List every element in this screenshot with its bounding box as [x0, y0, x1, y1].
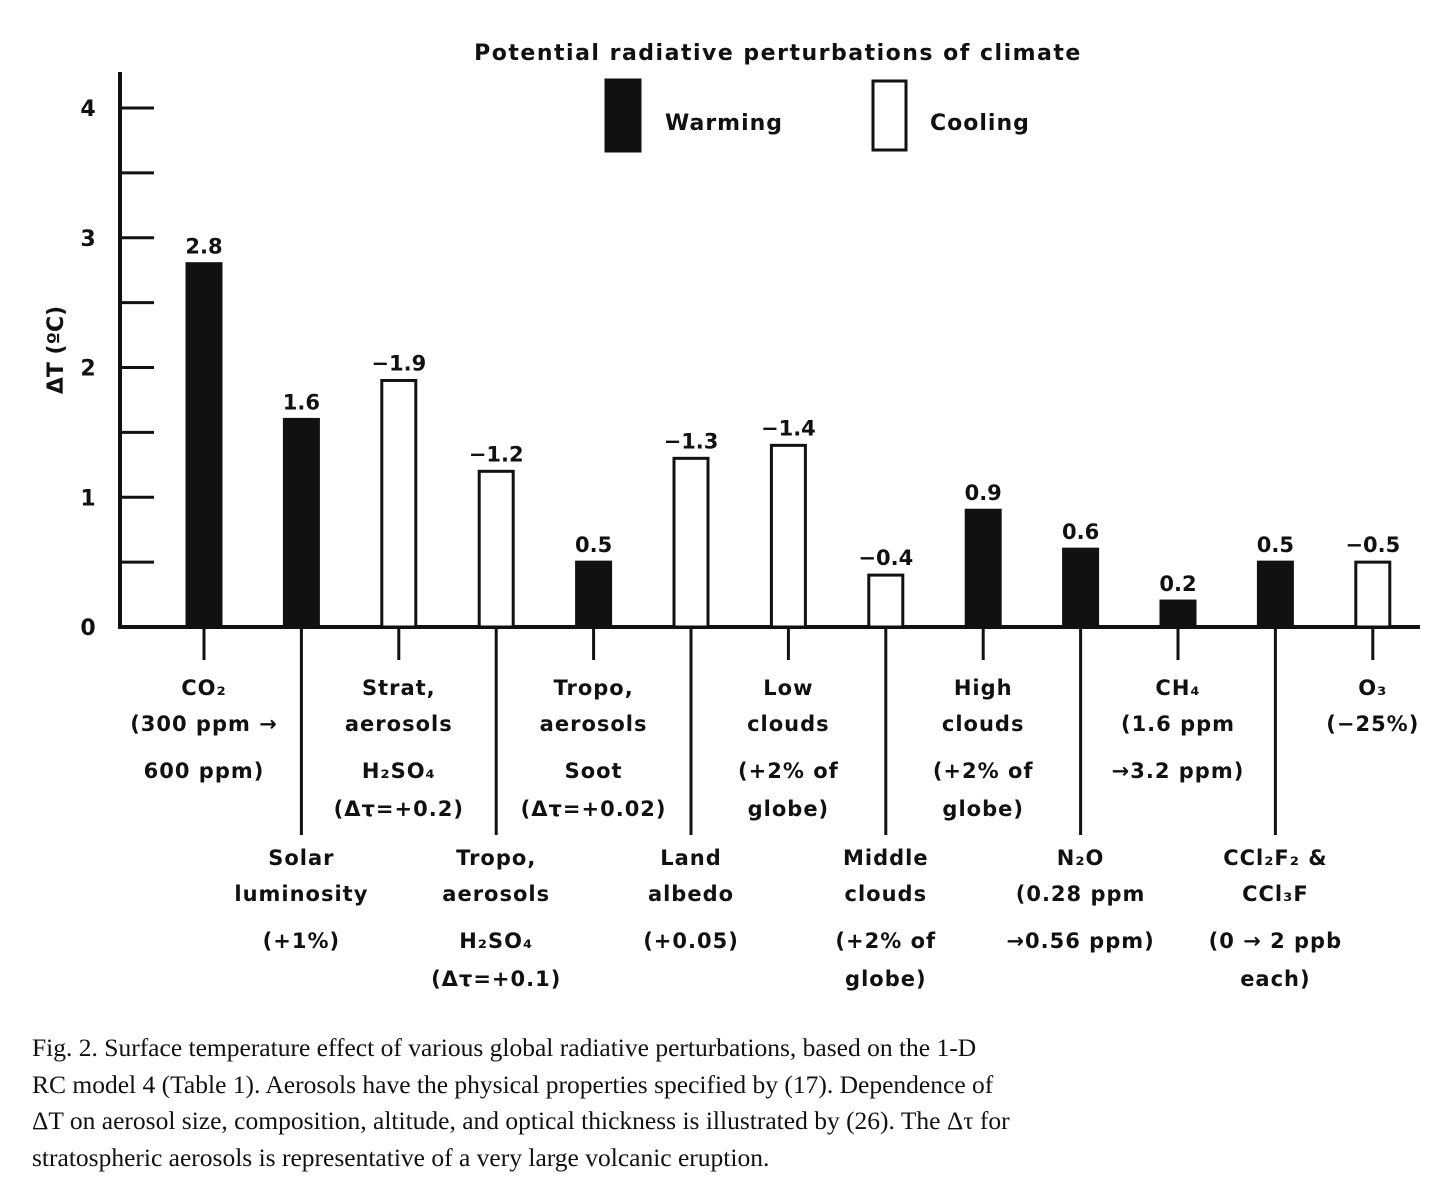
legend-label-warming: Warming — [665, 111, 783, 136]
bar-warming — [1062, 547, 1100, 629]
bar-value-label: 0.6 — [1062, 520, 1099, 544]
category-label: (0.28 ppm — [1016, 882, 1146, 906]
category-label: →3.2 ppm) — [1112, 759, 1245, 783]
category-label: Soot — [565, 759, 623, 783]
category-label: 600 ppm) — [144, 759, 265, 783]
category-label: globe) — [942, 797, 1024, 821]
y-tick-label: 3 — [80, 227, 95, 252]
y-tick-label: 4 — [80, 97, 95, 122]
category-label: (Δτ=+0.1) — [431, 967, 561, 991]
bar-value-label: 0.5 — [575, 533, 612, 557]
caption-line: stratospheric aerosols is representative… — [32, 1142, 770, 1172]
category-label: aerosols — [540, 712, 648, 736]
category-label: H₂SO₄ — [362, 759, 436, 783]
category-label: aerosols — [345, 712, 453, 736]
category-label: Tropo, — [456, 846, 536, 870]
category-label: O₃ — [1358, 676, 1387, 700]
category-label: (Δτ=+0.2) — [334, 797, 464, 821]
bar-cooling — [380, 378, 418, 629]
caption-line: ΔT on aerosol size, composition, altitud… — [32, 1106, 1010, 1135]
bar-value-label: −1.2 — [469, 442, 524, 466]
bar-value-label: −0.4 — [858, 546, 913, 570]
figure-caption: Fig. 2. Surface temperature effect of va… — [32, 1030, 1427, 1176]
bar-value-label: 0.5 — [1257, 533, 1294, 557]
category-label: High — [954, 676, 1013, 700]
category-label: (+1%) — [263, 929, 340, 953]
category-label: N₂O — [1057, 846, 1105, 870]
bar-value-label: 0.9 — [965, 481, 1002, 505]
y-axis-label: ΔT (ºC) — [44, 306, 69, 394]
bar-warming — [282, 417, 320, 629]
category-label: luminosity — [234, 882, 368, 906]
bar-cooling — [477, 469, 515, 629]
bar-warming — [575, 560, 613, 629]
category-label: Middle — [843, 846, 929, 870]
bar-cooling — [1354, 560, 1392, 629]
category-label: (0 → 2 ppb — [1209, 929, 1342, 953]
category-label: CO₂ — [181, 676, 226, 700]
category-label: Tropo, — [553, 676, 633, 700]
category-label: albedo — [648, 882, 734, 906]
legend-swatch-cooling — [871, 79, 908, 152]
category-label: CCl₂F₂ & — [1223, 846, 1327, 870]
y-tick-label: 0 — [80, 616, 95, 641]
caption-line: RC model 4 (Table 1). Aerosols have the … — [32, 1069, 994, 1099]
bar-value-label: 1.6 — [283, 390, 320, 414]
y-tick-label: 1 — [80, 486, 95, 511]
category-label: (300 ppm → — [130, 712, 278, 736]
bar-warming — [964, 508, 1002, 629]
category-label: (+0.05) — [643, 929, 739, 953]
category-label: globe) — [845, 967, 927, 991]
bar-chart: 0 1 2 3 4 ΔT (ºC) Potential radiative perturba… — [44, 41, 1420, 991]
category-label: Solar — [268, 846, 334, 870]
caption-line: Fig. 2. Surface temperature effect of va… — [32, 1033, 977, 1062]
bar-warming — [1256, 560, 1294, 629]
bar-value-label: −1.4 — [761, 416, 816, 440]
category-label: (1.6 ppm — [1121, 712, 1235, 736]
category-label: clouds — [942, 712, 1025, 736]
chart-title: Potential radiative perturbations of cli… — [474, 41, 1082, 66]
category-label: H₂SO₄ — [459, 929, 533, 953]
bar-value-label: 2.8 — [185, 235, 222, 259]
bar-warming — [185, 262, 223, 629]
category-label: clouds — [845, 882, 928, 906]
bar-value-label: −0.5 — [1345, 533, 1400, 557]
category-label: CH₄ — [1155, 676, 1200, 700]
category-label: each) — [1240, 967, 1310, 991]
bar-value-label: −1.9 — [371, 351, 426, 375]
category-label: (+2% of — [835, 929, 936, 953]
category-label: aerosols — [442, 882, 550, 906]
category-label: →0.56 ppm) — [1006, 929, 1154, 953]
bar-warming — [1159, 599, 1197, 629]
bar-value-label: 0.2 — [1159, 572, 1196, 596]
bar-cooling — [672, 456, 710, 629]
bar-cooling — [867, 573, 905, 629]
category-label: Low — [763, 676, 813, 700]
category-label: Strat, — [362, 676, 436, 700]
category-label: clouds — [747, 712, 830, 736]
category-label: globe) — [748, 797, 830, 821]
category-label: Land — [660, 846, 722, 870]
legend-label-cooling: Cooling — [930, 111, 1030, 136]
category-label: (+2% of — [738, 759, 839, 783]
category-label: CCl₃F — [1242, 882, 1309, 906]
bar-cooling — [769, 443, 807, 629]
y-tick-label: 2 — [80, 357, 95, 382]
category-label: (−25%) — [1326, 712, 1419, 736]
category-label: (Δτ=+0.02) — [521, 797, 667, 821]
bar-value-label: −1.3 — [664, 429, 719, 453]
category-label: (+2% of — [933, 759, 1034, 783]
legend-swatch-warming — [604, 78, 642, 153]
